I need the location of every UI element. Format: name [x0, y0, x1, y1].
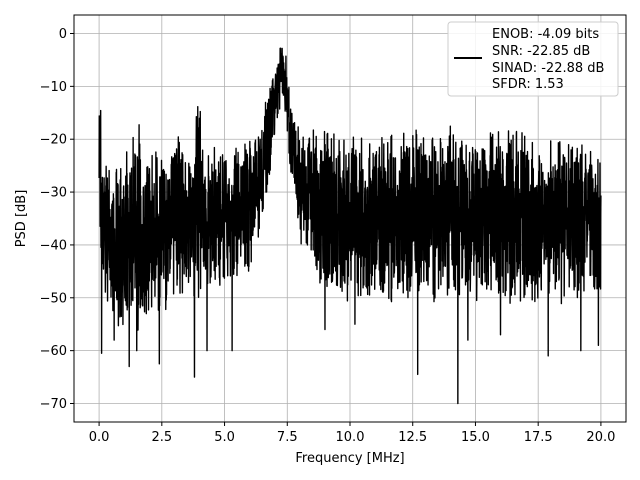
y-tick-label: −70	[40, 397, 67, 412]
legend-line-sinad: SINAD: -22.88 dB	[492, 61, 604, 76]
legend-line-sfdr: SFDR: 1.53	[492, 77, 564, 92]
x-tick-label: 7.5	[277, 430, 298, 445]
x-tick-label: 17.5	[524, 430, 553, 445]
legend-box	[447, 21, 619, 97]
y-tick-label: −20	[40, 133, 67, 148]
x-tick-label: 5.0	[214, 430, 235, 445]
x-tick-label: 15.0	[461, 430, 490, 445]
y-tick-label: −30	[40, 186, 67, 201]
legend: ENOB: -4.09 bits SNR: -22.85 dB SINAD: -…	[447, 21, 619, 97]
y-tick-label: −40	[40, 238, 67, 253]
y-tick-label: −50	[40, 291, 67, 306]
plot-area	[98, 47, 602, 405]
ticks: 0.0 2.5 5.0 7.5 10.0 12.5 15.0 17.5 20.0 0 −10 −20 −…	[40, 27, 616, 445]
x-tick-label: 10.0	[336, 430, 365, 445]
x-tick-label: 20.0	[586, 430, 615, 445]
x-tick-label: 12.5	[398, 430, 427, 445]
legend-line-snr: SNR: -22.85 dB	[492, 44, 590, 59]
psd-series-line	[98, 47, 602, 405]
x-axis-label: Frequency [MHz]	[295, 451, 404, 466]
y-tick-label: −10	[40, 80, 67, 95]
x-tick-label: 0.0	[89, 430, 110, 445]
y-tick-label: 0	[59, 27, 67, 42]
y-axis-label: PSD [dB]	[14, 190, 29, 248]
x-tick-label: 2.5	[151, 430, 172, 445]
legend-line-enob: ENOB: -4.09 bits	[492, 27, 599, 42]
y-tick-label: −60	[40, 344, 67, 359]
